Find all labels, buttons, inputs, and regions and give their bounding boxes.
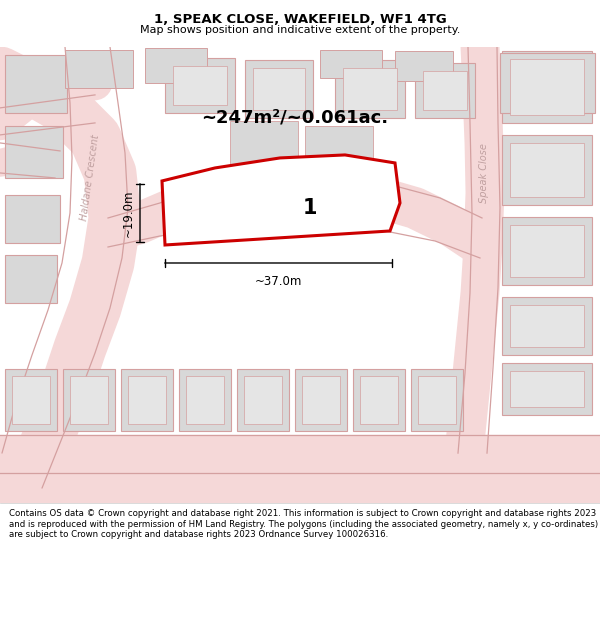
Text: Contains OS data © Crown copyright and database right 2021. This information is : Contains OS data © Crown copyright and d… bbox=[9, 509, 598, 539]
Bar bbox=[245, 60, 313, 118]
Bar bbox=[295, 369, 347, 431]
Text: Speak Close: Speak Close bbox=[200, 221, 260, 236]
Bar bbox=[335, 60, 405, 118]
Polygon shape bbox=[162, 155, 400, 245]
Bar bbox=[510, 371, 584, 407]
Bar bbox=[63, 369, 115, 431]
Text: 1, SPEAK CLOSE, WAKEFIELD, WF1 4TG: 1, SPEAK CLOSE, WAKEFIELD, WF1 4TG bbox=[154, 13, 446, 26]
Bar bbox=[128, 376, 166, 424]
Bar bbox=[423, 71, 467, 110]
Bar bbox=[418, 376, 456, 424]
Bar bbox=[179, 369, 231, 431]
Bar bbox=[343, 68, 397, 110]
Bar bbox=[70, 376, 108, 424]
Bar bbox=[411, 369, 463, 431]
Bar bbox=[165, 58, 235, 113]
Bar bbox=[121, 369, 173, 431]
Text: Speak Close: Speak Close bbox=[479, 143, 489, 203]
Bar bbox=[230, 121, 298, 173]
Bar bbox=[510, 305, 584, 347]
Text: 1: 1 bbox=[303, 198, 317, 218]
Bar bbox=[5, 55, 67, 113]
Text: ~247m²/~0.061ac.: ~247m²/~0.061ac. bbox=[202, 109, 389, 127]
Bar bbox=[502, 297, 592, 355]
Bar bbox=[244, 376, 282, 424]
Bar bbox=[12, 376, 50, 424]
Bar bbox=[502, 217, 592, 285]
Bar bbox=[353, 369, 405, 431]
Bar bbox=[360, 376, 398, 424]
Bar bbox=[302, 376, 340, 424]
Bar bbox=[395, 51, 453, 81]
Bar bbox=[145, 48, 207, 83]
Text: ~37.0m: ~37.0m bbox=[255, 275, 302, 288]
Bar bbox=[186, 376, 224, 424]
Bar bbox=[502, 135, 592, 205]
Bar bbox=[5, 195, 60, 243]
Bar bbox=[502, 51, 592, 123]
Text: Haldane Crescent: Haldane Crescent bbox=[79, 134, 101, 222]
Bar bbox=[510, 59, 584, 115]
Bar bbox=[253, 68, 305, 110]
Bar bbox=[502, 363, 592, 415]
Bar bbox=[237, 369, 289, 431]
Bar bbox=[500, 53, 595, 113]
Bar bbox=[65, 50, 133, 88]
Bar bbox=[5, 126, 63, 178]
Bar bbox=[5, 369, 57, 431]
Text: Map shows position and indicative extent of the property.: Map shows position and indicative extent… bbox=[140, 25, 460, 35]
Bar bbox=[5, 255, 57, 303]
Bar bbox=[510, 225, 584, 277]
Bar bbox=[415, 63, 475, 118]
Bar bbox=[320, 50, 382, 78]
Bar bbox=[173, 66, 227, 105]
Text: ~19.0m: ~19.0m bbox=[122, 189, 135, 237]
Bar bbox=[510, 143, 584, 197]
Bar bbox=[305, 126, 373, 178]
